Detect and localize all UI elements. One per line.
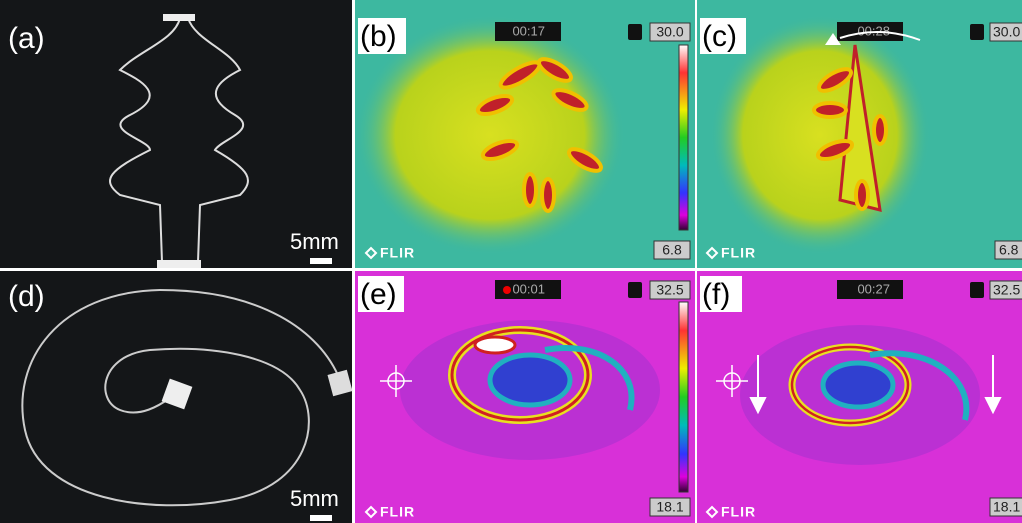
heat-ring [490,355,570,405]
pad [157,260,201,268]
icon [628,282,642,298]
brand: FLIR [721,245,756,261]
heat-ring [823,363,893,407]
scale-min: 6.8 [999,242,1019,258]
figure: (a) 5mm 00:17 30.0 6.8 FLIR (b) 00:28 30… [0,0,1022,523]
scale-max: 32.5 [993,282,1020,298]
timer: 00:27 [857,281,890,296]
panel-label: (b) [360,20,397,53]
brand: FLIR [721,504,756,520]
panel-label: (a) [8,22,45,55]
brand: FLIR [380,504,415,520]
panel-label: (f) [702,278,730,311]
icon [970,282,984,298]
timer: 00:17 [512,23,545,38]
scale-max: 32.5 [656,282,683,298]
timer: 00:28 [857,23,890,38]
brand: FLIR [380,245,415,261]
color-bar [679,45,688,230]
panel-label: (d) [8,280,45,313]
rec-dot [503,286,511,294]
scale-max: 30.0 [993,24,1020,40]
scale-min: 6.8 [662,242,682,258]
icon [628,24,642,40]
scale-bar-label: 5mm [290,486,339,511]
icon [970,24,984,40]
scale-bar-label: 5mm [290,229,339,254]
scale-bar [310,515,332,521]
scale-max: 30.0 [656,24,683,40]
photo-panel [0,0,352,268]
scale-bar [310,258,332,264]
color-bar [679,302,688,492]
page: {"panels": [ {"label": "(a)", "scale_bar… [0,0,1022,523]
panel-label: (e) [360,278,397,311]
pad [163,14,195,21]
scale-min: 18.1 [656,499,683,515]
panel-label: (c) [702,20,737,53]
timer: 00:01 [512,281,545,296]
scale-min: 18.1 [993,499,1020,515]
hot-spot [475,337,515,353]
